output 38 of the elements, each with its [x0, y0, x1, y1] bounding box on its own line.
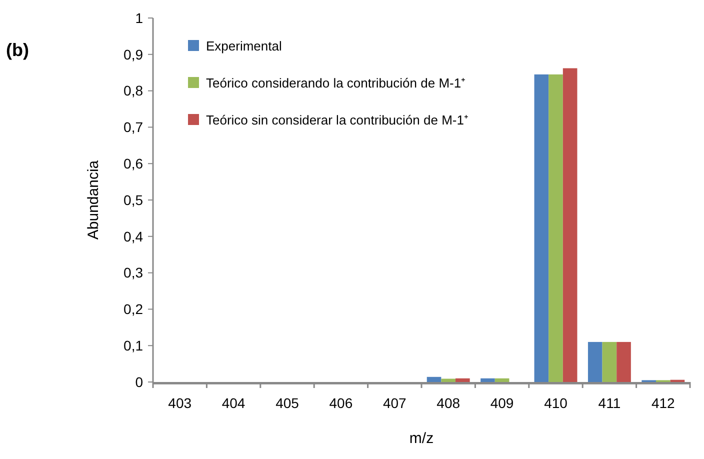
bar — [602, 342, 617, 382]
bar — [456, 378, 470, 382]
x-tick-label: 404 — [222, 395, 246, 411]
bar — [562, 68, 578, 382]
bar — [534, 74, 549, 382]
x-tick-label: 403 — [168, 395, 192, 411]
bar — [480, 378, 495, 382]
bar — [616, 342, 631, 382]
y-tick-label: 0,5 — [124, 192, 144, 208]
y-tick-label: 1 — [135, 10, 144, 26]
bar — [548, 74, 563, 382]
y-tick-label: 0,8 — [124, 82, 144, 99]
y-tick-label: 0,4 — [124, 228, 144, 244]
y-tick-label: 0,7 — [124, 119, 144, 136]
legend-label: Teórico considerando la contribución de M-1⁺ — [206, 76, 466, 91]
y-axis-title: Abundancia — [85, 160, 102, 240]
x-axis-title: m/z — [409, 430, 434, 447]
bar — [441, 378, 456, 382]
legend-label: Teórico sin considerar la contribución de M-1⁺ — [206, 112, 468, 128]
x-tick-label: 411 — [598, 395, 621, 411]
x-tick-label: 410 — [544, 395, 568, 411]
y-tick-label: 0,9 — [124, 46, 144, 62]
text: (b) — [6, 40, 29, 60]
y-tick-label: 0,1 — [124, 338, 144, 354]
legend-label: Experimental — [206, 38, 282, 54]
x-tick-label: 406 — [329, 395, 353, 411]
x-tick-label: 405 — [276, 395, 300, 411]
x-tick-label: 408 — [436, 395, 460, 411]
bar — [494, 378, 510, 382]
y-tick-label: 0,2 — [124, 301, 144, 318]
bar — [426, 376, 442, 382]
x-tick-label: 412 — [651, 395, 676, 411]
x-tick-label: 409 — [490, 395, 514, 411]
y-tick-label: 0,3 — [124, 264, 144, 281]
x-tick-label: 407 — [382, 395, 407, 411]
bar — [588, 342, 602, 382]
y-tick-label: 0,6 — [124, 156, 144, 172]
y-tick-label: 0 — [135, 374, 144, 390]
